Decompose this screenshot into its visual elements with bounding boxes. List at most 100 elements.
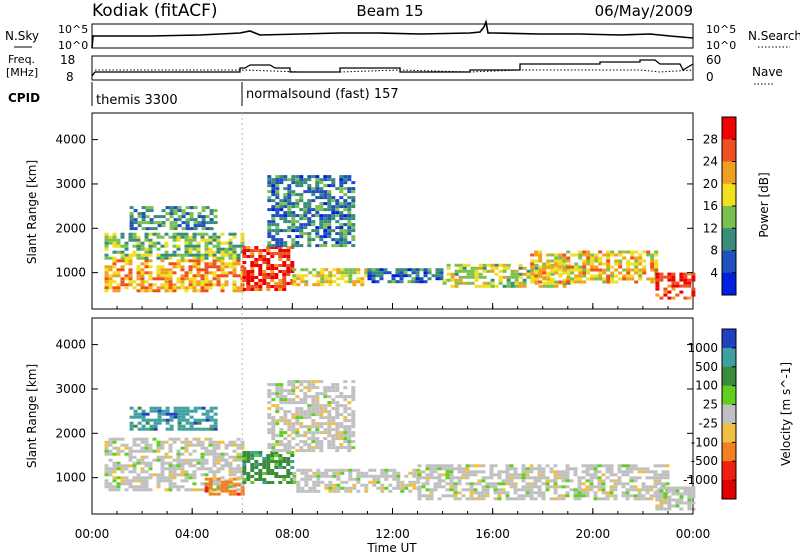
- data-cell: [586, 277, 591, 281]
- data-cell: [291, 413, 296, 417]
- data-cell: [558, 256, 563, 260]
- data-cell: [545, 485, 550, 489]
- data-cell: [279, 407, 284, 411]
- data-cell: [299, 401, 304, 405]
- data-cell: [307, 383, 312, 387]
- data-cell: [315, 410, 320, 414]
- data-cell: [446, 278, 451, 282]
- data-cell: [441, 485, 446, 489]
- data-cell: [246, 451, 251, 454]
- data-cell: [267, 395, 272, 399]
- data-cell: [339, 404, 344, 408]
- data-cell: [590, 253, 595, 257]
- data-cell: [295, 244, 300, 248]
- data-cell: [606, 277, 611, 281]
- data-cell: [204, 467, 209, 471]
- data-cell: [339, 446, 344, 450]
- data-cell: [220, 483, 225, 487]
- data-cell: [287, 398, 292, 402]
- data-cell: [649, 497, 654, 501]
- data-cell: [212, 265, 217, 269]
- data-cell: [457, 497, 462, 501]
- data-cell: [645, 488, 650, 492]
- data-cell: [236, 483, 241, 487]
- data-cell: [629, 485, 634, 489]
- data-cell: [287, 434, 292, 438]
- data-cell: [530, 265, 535, 269]
- data-cell: [299, 214, 304, 218]
- data-cell: [348, 477, 353, 481]
- data-cell: [283, 419, 288, 423]
- data-cell: [449, 479, 454, 483]
- data-cell: [323, 389, 328, 393]
- data-cell: [497, 473, 502, 477]
- data-cell: [629, 467, 634, 471]
- data-cell: [200, 452, 205, 456]
- data-cell: [634, 256, 639, 260]
- data-cell: [176, 461, 181, 465]
- data-cell: [196, 443, 201, 447]
- data-cell: [319, 190, 324, 194]
- data-cell: [192, 473, 197, 477]
- data-cell: [593, 494, 598, 498]
- data-cell: [177, 427, 182, 431]
- data-cell: [112, 476, 117, 480]
- data-cell: [120, 268, 125, 272]
- data-cell: [497, 497, 502, 501]
- data-cell: [566, 259, 571, 263]
- data-cell: [299, 244, 304, 248]
- data-region: [104, 232, 245, 260]
- data-cell: [181, 209, 186, 213]
- data-cell: [683, 284, 688, 288]
- data-cell: [657, 479, 662, 483]
- data-cell: [659, 504, 664, 508]
- data-cell: [291, 428, 296, 432]
- data-cell: [356, 480, 361, 484]
- data-cell: [501, 488, 506, 492]
- data-cell: [462, 269, 467, 273]
- data-cell: [169, 427, 174, 431]
- data-cell: [108, 265, 113, 269]
- data-cell: [303, 425, 308, 429]
- data-cell: [335, 395, 340, 399]
- data-cell: [201, 215, 206, 219]
- data-cell: [236, 262, 241, 266]
- data-cell: [295, 380, 300, 384]
- data-cell: [457, 482, 462, 486]
- data-cell: [148, 247, 153, 251]
- data-cell: [196, 440, 201, 444]
- data-cell: [364, 471, 369, 475]
- data-cell: [323, 422, 328, 426]
- data-cell: [340, 480, 345, 484]
- data-cell: [679, 284, 684, 288]
- data-cell: [133, 218, 138, 222]
- data-cell: [626, 268, 631, 272]
- data-cell: [380, 468, 385, 472]
- data-cell: [606, 280, 611, 284]
- data-cell: [161, 418, 166, 422]
- data-cell: [275, 232, 280, 236]
- data-cell: [340, 274, 345, 278]
- data-cell: [209, 427, 214, 431]
- data-cell: [454, 263, 459, 267]
- data-cell: [343, 437, 348, 441]
- data-cell: [633, 476, 638, 480]
- data-cell: [343, 208, 348, 212]
- data-cell: [671, 281, 676, 285]
- colorbar-segment: [722, 347, 736, 368]
- data-cell: [287, 220, 292, 224]
- data-cell: [311, 208, 316, 212]
- data-cell: [250, 252, 255, 255]
- data-cell: [351, 214, 356, 218]
- data-cell: [561, 470, 566, 474]
- data-cell: [323, 395, 328, 399]
- data-cell: [180, 280, 185, 284]
- data-cell: [296, 274, 301, 278]
- data-cell: [232, 458, 237, 462]
- data-cell: [679, 272, 684, 276]
- data-cell: [213, 412, 218, 416]
- data-cell: [224, 464, 229, 468]
- data-cell: [180, 277, 185, 281]
- data-cell: [116, 482, 121, 486]
- data-cell: [400, 489, 405, 493]
